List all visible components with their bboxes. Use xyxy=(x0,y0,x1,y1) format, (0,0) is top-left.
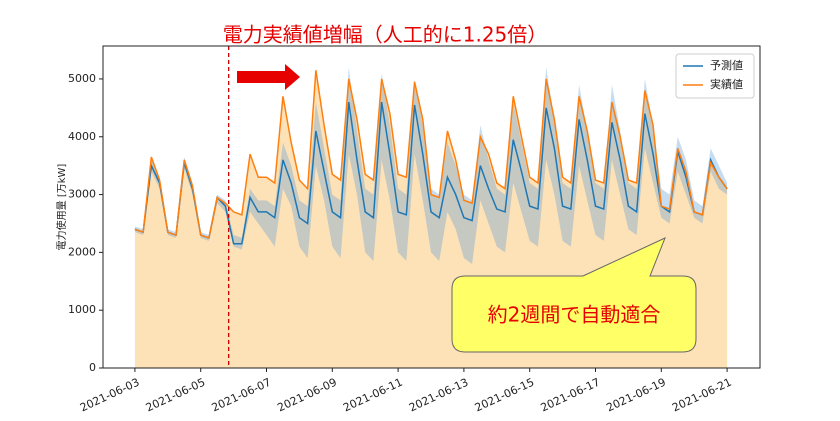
legend: 予測値 実績値 xyxy=(675,53,755,99)
y-tick-label: 0 xyxy=(89,361,96,374)
y-axis-label: 電力使用量 [万kW] xyxy=(55,164,68,251)
x-tick-label: 2021-06-21 xyxy=(670,376,733,415)
x-tick-label: 2021-06-05 xyxy=(144,376,207,415)
legend-label: 予測値 xyxy=(710,58,743,72)
x-tick-label: 2021-06-13 xyxy=(407,376,470,415)
x-tick-label: 2021-06-19 xyxy=(604,376,667,415)
y-tick-label: 5000 xyxy=(68,72,96,85)
series-line xyxy=(134,101,728,245)
confidence-band xyxy=(134,67,728,264)
callout-box xyxy=(451,237,697,353)
y-tick-label: 3000 xyxy=(68,188,96,201)
x-tick-label: 2021-06-07 xyxy=(210,376,273,415)
y-tick-label: 4000 xyxy=(68,130,96,143)
x-tick-label: 2021-06-11 xyxy=(341,376,404,415)
series-line xyxy=(134,70,728,239)
x-tick-label: 2021-06-17 xyxy=(539,376,602,415)
x-tick-label: 2021-06-15 xyxy=(473,376,536,415)
plot-frame xyxy=(102,45,761,369)
x-tick-label: 2021-06-09 xyxy=(275,376,338,415)
callout-text: 約2週間で自動適合 xyxy=(488,303,661,327)
y-tick-label: 2000 xyxy=(68,245,96,258)
legend-label: 実績値 xyxy=(710,77,743,91)
legend-box xyxy=(675,53,755,99)
y-tick-label: 1000 xyxy=(68,303,96,316)
arrow xyxy=(237,64,300,90)
chart-title: 電力実績値増幅（人工的に1.25倍） xyxy=(223,23,548,47)
x-tick-label: 2021-06-03 xyxy=(78,376,141,415)
